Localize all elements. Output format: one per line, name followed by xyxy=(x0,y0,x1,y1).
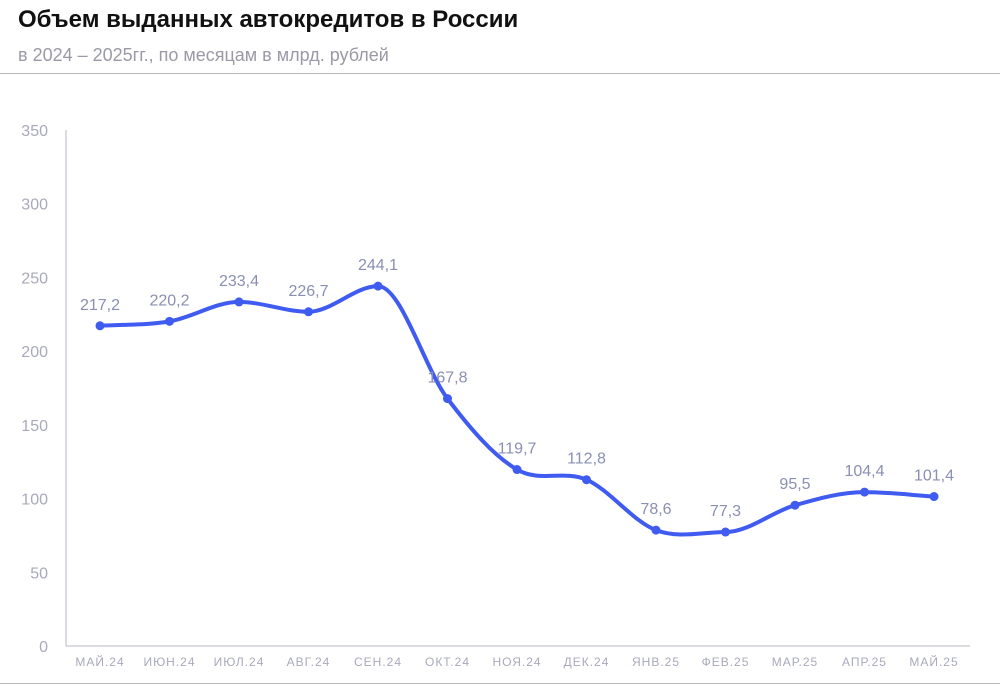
y-tick-label: 100 xyxy=(21,492,48,509)
data-label: 233,4 xyxy=(219,273,259,290)
data-point xyxy=(721,527,730,537)
y-tick-label: 300 xyxy=(21,197,48,214)
chart-title: Объем выданных автокредитов в России xyxy=(18,6,519,33)
data-point xyxy=(651,525,661,535)
x-tick-label: ЯНВ.25 xyxy=(632,655,680,669)
data-point xyxy=(304,307,313,317)
data-label: 220,2 xyxy=(149,292,189,309)
data-point xyxy=(95,321,105,331)
data-points xyxy=(95,281,939,537)
y-tick-labels: 0 50 100 150 200 250 300 350 xyxy=(21,123,48,656)
data-point xyxy=(443,394,452,404)
data-label: 226,7 xyxy=(288,283,328,300)
data-point xyxy=(582,475,591,485)
data-point xyxy=(790,500,800,510)
data-label: 112,8 xyxy=(567,451,606,468)
data-label: 104,4 xyxy=(844,463,884,480)
data-label: 78,6 xyxy=(640,501,671,518)
x-tick-label: АПР.25 xyxy=(842,655,887,669)
x-tick-label: ФЕВ.25 xyxy=(702,655,750,669)
y-tick-label: 250 xyxy=(21,270,48,287)
data-label: 167,8 xyxy=(427,370,467,387)
data-point xyxy=(373,281,383,291)
chart-subtitle: в 2024 – 2025гг., по месяцам в млрд. руб… xyxy=(18,45,389,65)
x-tick-label: МАЙ.25 xyxy=(909,654,958,669)
x-tick-label: ДЕК.24 xyxy=(564,655,610,669)
x-tick-label: МАЙ.24 xyxy=(75,654,124,669)
footer-divider xyxy=(0,683,1000,684)
header-divider xyxy=(0,73,1000,74)
data-point xyxy=(860,487,869,497)
data-label: 244,1 xyxy=(358,257,398,274)
x-tick-labels: МАЙ.24 ИЮН.24 ИЮЛ.24 АВГ.24 СЕН.24 ОКТ.24 НОЯ.… xyxy=(75,654,958,669)
x-tick-label: ОКТ.24 xyxy=(425,655,470,669)
y-tick-label: 200 xyxy=(21,344,48,361)
y-tick-label: 150 xyxy=(21,418,48,435)
data-label: 101,4 xyxy=(914,468,954,485)
y-tick-label: 50 xyxy=(30,565,48,582)
x-tick-label: ИЮЛ.24 xyxy=(214,655,265,669)
y-tick-label: 0 xyxy=(39,639,48,656)
data-labels: 217,2 220,2 233,4 226,7 244,1 167,8 119,7 112,8… xyxy=(80,257,954,520)
data-point xyxy=(165,316,174,326)
data-point xyxy=(234,297,244,307)
data-label: 119,7 xyxy=(498,441,537,458)
data-label: 77,3 xyxy=(710,503,741,520)
data-point xyxy=(512,465,522,475)
data-point xyxy=(929,492,939,502)
x-tick-label: АВГ.24 xyxy=(287,655,331,669)
data-label: 95,5 xyxy=(779,476,810,493)
series-line xyxy=(98,284,936,537)
y-tick-label: 350 xyxy=(21,123,48,140)
data-label: 217,2 xyxy=(80,297,120,314)
x-tick-label: НОЯ.24 xyxy=(492,655,541,669)
x-tick-label: ИЮН.24 xyxy=(143,655,195,669)
x-tick-label: СЕН.24 xyxy=(354,655,402,669)
x-tick-label: МАР.25 xyxy=(772,655,818,669)
